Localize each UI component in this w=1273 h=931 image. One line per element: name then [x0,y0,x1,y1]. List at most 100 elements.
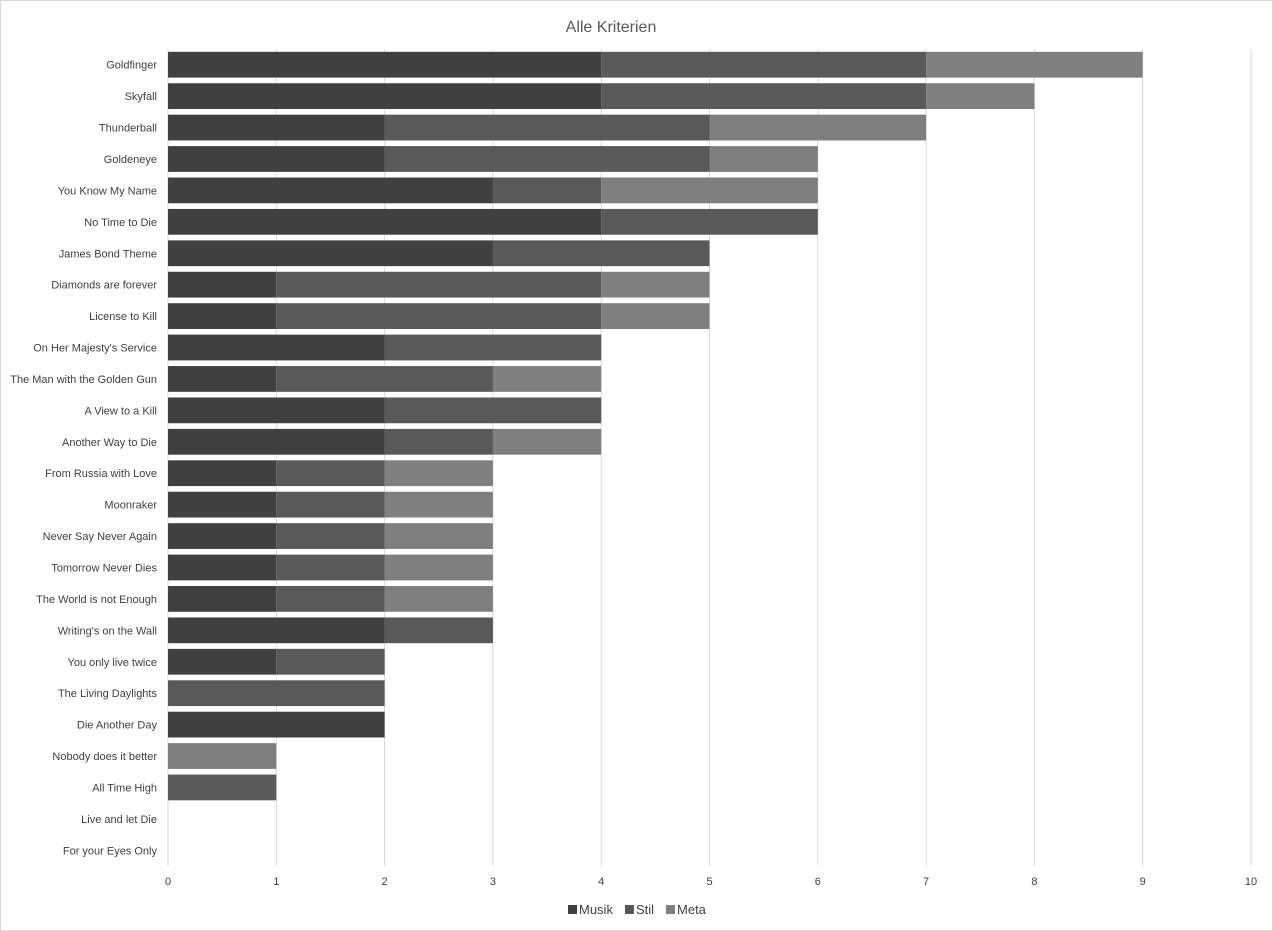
category-label: Die Another Day [77,720,158,732]
category-label: For your Eyes Only [63,845,158,857]
x-tick-label: 6 [815,876,821,888]
category-label: Nobody does it better [52,751,157,763]
category-label: All Time High [92,782,157,794]
bar-segment-musik [168,146,385,172]
category-label: From Russia with Love [45,468,157,480]
bar-segment-stil [168,680,385,707]
bar-segment-musik [168,617,385,644]
x-tick-label: 2 [382,876,388,888]
x-tick-label: 5 [706,876,712,888]
category-label: A View to a Kill [84,405,157,417]
bar-segment-meta [709,114,927,141]
x-tick-label: 0 [165,876,171,888]
x-tick-label: 1 [273,876,279,888]
x-tick-label: 3 [490,876,496,888]
category-label: Goldfinger [106,60,157,72]
bar-segment-stil [384,146,710,172]
bar-segment-stil [276,303,602,329]
bar-segment-stil [601,208,818,235]
category-label: Tomorrow Never Dies [51,562,157,574]
bar-segment-meta [926,83,1035,110]
category-label: The Man with the Golden Gun [10,374,157,386]
legend-swatch [624,905,634,914]
category-label: The World is not Enough [36,594,157,606]
category-label: Diamonds are forever [51,280,157,292]
bar-segment-stil [601,83,927,110]
bar-segment-musik [168,554,277,581]
bar-segment-musik [168,303,277,329]
bar-segment-stil [384,428,493,455]
bar-segment-musik [168,648,277,675]
category-label: License to Kill [89,311,157,323]
bar-segment-stil [276,554,385,581]
category-label: You Know My Name [58,185,157,197]
bar-segment-musik [168,177,493,204]
bar-segment-stil [492,177,602,204]
bar-segment-musik [168,114,385,141]
bar-segment-meta [601,303,710,329]
legend-label: Stil [636,902,654,917]
category-label: Never Say Never Again [43,531,157,543]
legend-label: Musik [579,902,613,917]
legend: Musik Stil Meta [568,902,707,917]
category-label: Writing's on the Wall [58,625,157,637]
bar-segment-meta [601,177,818,204]
bar-segment-stil [276,648,385,675]
bar-segment-musik [168,271,277,298]
bar-segment-musik [168,523,277,549]
bar-segment-musik [168,208,602,235]
bar-segment-musik [168,83,602,110]
category-label: Moonraker [104,500,157,512]
category-label: Another Way to Die [62,437,157,449]
bar-segment-stil [384,617,493,644]
bar-segment-musik [168,428,385,455]
bar-segment-musik [168,460,277,487]
x-tick-label: 4 [598,876,604,888]
x-tick-label: 9 [1140,876,1146,888]
bar-segment-meta [384,491,493,518]
bar-segment-meta [168,743,277,769]
bar-segment-stil [384,397,602,424]
x-tick-label: 8 [1031,876,1037,888]
bar-segment-stil [384,334,602,361]
bar-segment-musik [168,397,385,424]
bar-segment-meta [384,460,493,487]
bar-segment-musik [168,711,385,738]
category-label: James Bond Theme [59,248,157,260]
bar-segment-stil [168,774,277,801]
chart-title: Alle Kriterien [566,19,657,36]
category-labels: Goldfinger Skyfall Thunderball Goldeneye You… [10,60,157,858]
bar-segment-musik [168,240,493,267]
bar-segment-meta [601,271,710,298]
bar-segment-stil [276,491,385,518]
category-label: The Living Daylights [58,688,158,700]
bar-segment-meta [492,366,602,392]
bar-segment-stil [276,523,385,549]
bar-segment-stil [276,460,385,487]
bar-segment-meta [926,51,1143,78]
bar-segment-stil [276,271,602,298]
bar-segment-meta [384,554,493,581]
legend-swatch [568,905,577,914]
category-label: No Time to Die [84,217,157,229]
bar-segment-musik [168,51,602,78]
bar-segment-meta [384,523,493,549]
x-tick-label: 7 [923,876,929,888]
bar-segment-meta [384,586,493,612]
category-label: Live and let Die [81,814,157,826]
x-axis-ticks: 0 1 2 3 4 5 6 7 8 9 10 [165,876,1257,888]
bar-segment-stil [276,366,493,392]
bar-segment-meta [492,428,602,455]
bar-segment-stil [492,240,710,267]
bar-segment-musik [168,491,277,518]
bar-segment-stil [384,114,710,141]
bar-segment-musik [168,334,385,361]
x-tick-label: 10 [1245,876,1257,888]
category-label: Thunderball [99,123,157,135]
category-label: Skyfall [125,91,157,103]
bar-segment-stil [601,51,927,78]
bar-segment-stil [276,586,385,612]
category-label: On Her Majesty's Service [33,343,157,355]
bar-segment-meta [709,146,818,172]
